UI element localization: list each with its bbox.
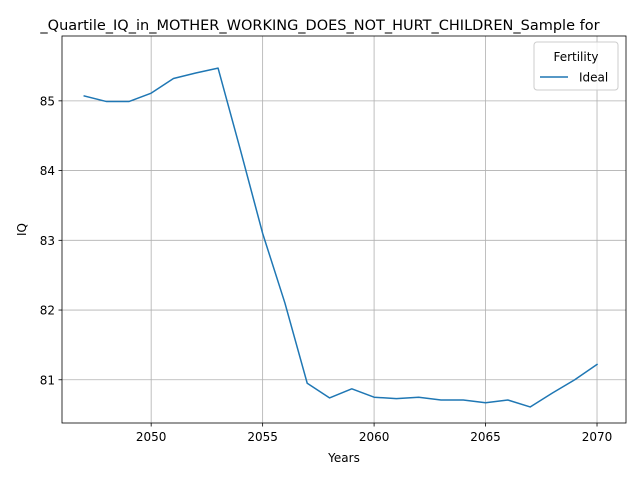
x-axis: 2050 2055 2060 2065 2070 [136, 423, 612, 444]
grid-lines [62, 36, 626, 423]
x-tick-label: 2050 [136, 430, 167, 444]
x-tick-label: 2055 [247, 430, 278, 444]
y-axis: 81 82 83 84 85 [40, 94, 62, 387]
y-tick-label: 84 [40, 164, 55, 178]
legend: Fertility Ideal [533, 41, 619, 91]
plot-frame [61, 35, 627, 424]
y-axis-label: IQ [15, 223, 29, 236]
y-tick-label: 83 [40, 234, 55, 248]
y-tick-label: 82 [40, 304, 55, 318]
y-tick-label: 81 [40, 373, 55, 387]
chart-title: _Quartile_IQ_in_MOTHER_WORKING_DOES_NOT_… [39, 18, 599, 34]
x-axis-label: Years [327, 451, 360, 465]
x-tick-label: 2060 [359, 430, 390, 444]
x-tick-label: 2065 [470, 430, 501, 444]
series-line-ideal [83, 67, 599, 408]
y-tick-label: 85 [40, 94, 55, 108]
legend-title: Fertility [553, 50, 598, 64]
plot-area [61, 35, 627, 424]
data-series-group [83, 67, 599, 408]
legend-box [533, 41, 619, 91]
legend-entry-ideal: Ideal [579, 71, 608, 85]
x-tick-label: 2070 [582, 430, 613, 444]
